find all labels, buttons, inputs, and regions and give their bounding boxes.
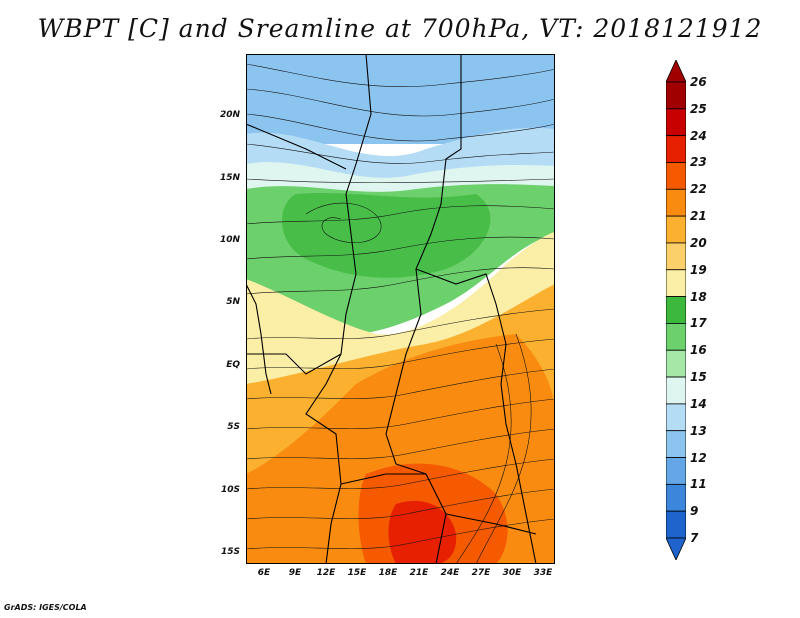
streamline bbox=[246, 398, 555, 430]
lat-label: 10S bbox=[220, 485, 240, 495]
colorbar-swatch bbox=[666, 323, 686, 351]
colorbar-swatch bbox=[666, 81, 686, 110]
map-frame bbox=[246, 54, 555, 564]
streamline bbox=[246, 113, 555, 142]
lat-label: 15N bbox=[219, 173, 240, 183]
colorbar-tick-label: 12 bbox=[690, 450, 707, 465]
colorbar-tick-label: 22 bbox=[690, 182, 707, 197]
colorbar-swatch bbox=[666, 403, 686, 432]
colorbar-swatch bbox=[666, 269, 686, 297]
colorbar-tick-label: 17 bbox=[690, 316, 707, 331]
streamline bbox=[246, 458, 555, 490]
streamline bbox=[246, 236, 555, 260]
lon-label: 24E bbox=[440, 568, 460, 578]
streamline bbox=[246, 63, 555, 88]
colorbar-tick-label: 14 bbox=[690, 396, 707, 411]
colorbar-swatch bbox=[666, 376, 686, 405]
country-boundary bbox=[305, 273, 357, 564]
country-boundary bbox=[246, 123, 347, 170]
colorbar-tick-label: 13 bbox=[690, 423, 707, 438]
colorbar-swatch bbox=[666, 483, 686, 512]
colorbar-swatch bbox=[666, 108, 686, 137]
country-boundary bbox=[340, 473, 426, 485]
streamline bbox=[246, 368, 555, 400]
streamline bbox=[246, 308, 555, 340]
lon-label: 15E bbox=[347, 568, 367, 578]
colorbar-tick-label: 16 bbox=[690, 343, 707, 358]
field-band-blue-dark bbox=[246, 54, 555, 144]
map-panel bbox=[246, 54, 555, 564]
streamline bbox=[246, 518, 555, 550]
streamline bbox=[246, 488, 555, 520]
country-boundary bbox=[246, 353, 342, 375]
country-boundary bbox=[415, 54, 462, 270]
colorbar-swatch bbox=[666, 215, 686, 244]
colorbar-tick-label: 23 bbox=[690, 155, 707, 170]
colorbar-tick-label: 20 bbox=[690, 235, 707, 250]
streamline bbox=[246, 178, 555, 184]
streamline bbox=[246, 205, 555, 225]
colorbar-tick-label: 26 bbox=[690, 75, 707, 89]
colorbar-tick-label: 19 bbox=[690, 262, 707, 277]
colorbar-tick-label: 18 bbox=[690, 289, 707, 304]
lon-label: 27E bbox=[471, 568, 491, 578]
footer-credit: GrADS: IGES/COLA bbox=[4, 603, 87, 612]
colorbar-swatch bbox=[666, 242, 686, 271]
country-boundary bbox=[385, 268, 447, 564]
lon-label: 33E bbox=[533, 568, 553, 578]
colorbar-swatch bbox=[666, 296, 686, 324]
streamline bbox=[455, 343, 512, 564]
streamline bbox=[246, 267, 555, 295]
colorbar-tick-label: 25 bbox=[690, 101, 707, 116]
colorbar-swatch bbox=[666, 188, 686, 217]
country-boundary bbox=[345, 54, 372, 275]
colorbar-swatch bbox=[666, 430, 686, 458]
streamline bbox=[246, 428, 555, 460]
colorbar-swatch bbox=[666, 457, 686, 485]
streamline bbox=[246, 338, 555, 370]
colorbar-swatch bbox=[666, 349, 686, 378]
country-boundary bbox=[415, 268, 537, 564]
lon-label: 6E bbox=[257, 568, 271, 578]
colorbar bbox=[666, 60, 686, 560]
lon-label: 9E bbox=[288, 568, 302, 578]
lat-label: 20N bbox=[219, 110, 240, 120]
lon-label: 12E bbox=[316, 568, 336, 578]
lat-label: 15S bbox=[220, 547, 240, 557]
colorbar-tick-label: 7 bbox=[690, 531, 699, 545]
colorbar-swatch bbox=[666, 510, 686, 539]
lat-label: 5S bbox=[227, 422, 240, 432]
lat-label: 5N bbox=[226, 297, 240, 307]
lat-label: EQ bbox=[226, 360, 240, 370]
colorbar-tick-label: 21 bbox=[690, 209, 707, 224]
field-band-green-dark bbox=[282, 192, 491, 278]
colorbar-swatch bbox=[666, 135, 686, 163]
colorbar-swatch bbox=[666, 162, 686, 190]
lon-label: 21E bbox=[409, 568, 429, 578]
coastline bbox=[246, 283, 272, 395]
colorbar-bottom-arrow bbox=[666, 537, 686, 560]
lat-label: 10N bbox=[219, 235, 240, 245]
lon-label: 30E bbox=[502, 568, 522, 578]
lon-label: 18E bbox=[378, 568, 398, 578]
country-boundary bbox=[445, 513, 537, 535]
streamline bbox=[305, 202, 382, 244]
chart-title: WBPT [C] and Sreamline at 700hPa, VT: 20… bbox=[37, 14, 763, 43]
colorbar-tick-label: 11 bbox=[690, 477, 707, 492]
colorbar-tick-label: 15 bbox=[690, 370, 707, 385]
colorbar-top-arrow bbox=[666, 60, 686, 83]
streamline bbox=[246, 88, 555, 117]
streamline bbox=[246, 143, 555, 164]
colorbar-tick-label: 9 bbox=[690, 504, 699, 519]
colorbar-tick-label: 24 bbox=[690, 128, 707, 143]
streamline bbox=[475, 333, 532, 564]
